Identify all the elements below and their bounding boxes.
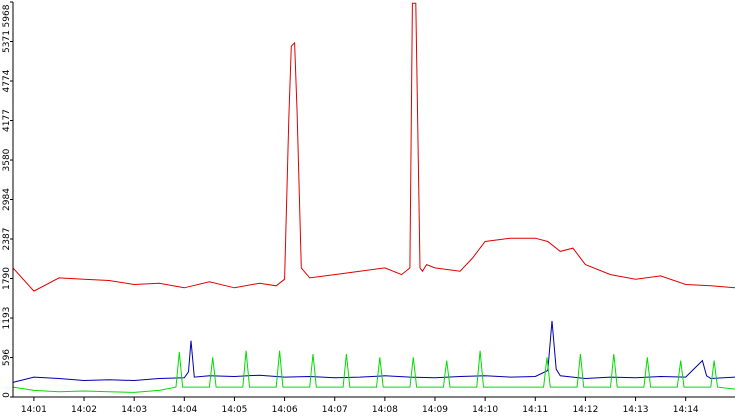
x-tick-label: 14:02 [71, 405, 97, 415]
x-tick-label: 14:13 [623, 405, 649, 415]
y-tick-label: 2984 [2, 188, 12, 211]
x-tick-label: 14:05 [221, 405, 247, 415]
y-tick-label: 3580 [2, 148, 12, 171]
series-line-1 [12, 2, 735, 292]
y-tick-label: 596 [2, 349, 12, 366]
series-line-3 [12, 350, 735, 393]
series-line-2 [12, 320, 735, 383]
x-tick-label: 14:10 [472, 405, 498, 415]
x-tick-label: 14:14 [673, 405, 699, 415]
x-tick-label: 14:12 [572, 405, 598, 415]
x-tick-label: 14:08 [372, 405, 398, 415]
y-tick-label: 1193 [2, 307, 12, 330]
x-tick-label: 14:06 [272, 405, 298, 415]
x-tick-label: 14:09 [422, 405, 448, 415]
x-tick-label: 14:11 [522, 405, 548, 415]
y-tick-label: 1790 [2, 267, 12, 290]
x-tick-label: 14:01 [21, 405, 47, 415]
x-tick-label: 14:07 [322, 405, 348, 415]
x-tick-label: 14:04 [171, 405, 197, 415]
y-tick-label: 4177 [2, 109, 12, 132]
x-tick-label: 14:03 [121, 405, 147, 415]
y-tick-label: 5371 [2, 30, 12, 53]
y-tick-label: 0 [2, 392, 12, 398]
y-tick-label: 4774 [2, 69, 12, 92]
y-tick-label: 5968 [2, 4, 12, 27]
y-tick-label: 2387 [2, 228, 12, 251]
